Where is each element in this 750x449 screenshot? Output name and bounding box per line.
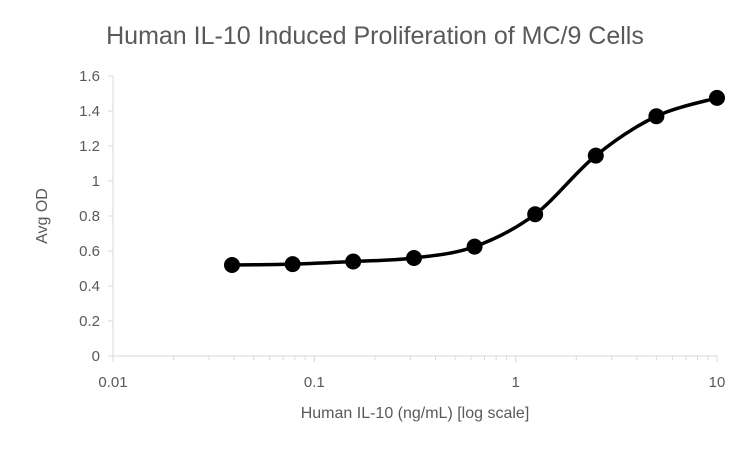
x-axis-label: Human IL-10 (ng/mL) [log scale] <box>301 405 530 422</box>
data-point <box>587 147 604 164</box>
data-point <box>466 238 483 255</box>
data-point <box>284 256 301 273</box>
y-tick-labels: 0 0.2 0.4 0.6 0.8 1 1.2 1.4 1.6 <box>79 68 100 365</box>
y-tick-label: 1.2 <box>79 138 100 155</box>
y-tick-label: 0.6 <box>79 243 100 260</box>
y-tick-label: 1.6 <box>79 68 100 85</box>
x-tick-label: 0.1 <box>304 374 325 391</box>
y-tick-label: 0 <box>92 348 100 365</box>
chart-title: Human IL-10 Induced Proliferation of MC/… <box>106 22 644 50</box>
x-tick-label: 10 <box>709 374 726 391</box>
data-point <box>345 253 362 270</box>
data-points <box>224 89 725 273</box>
y-axis-label: Avg OD <box>34 188 51 244</box>
data-point <box>527 206 544 223</box>
x-tick-label: 1 <box>511 374 519 391</box>
y-tick-label: 0.2 <box>79 313 100 330</box>
data-point <box>224 257 241 273</box>
y-tick-label: 0.4 <box>79 278 100 295</box>
data-point <box>709 89 725 106</box>
data-point <box>405 250 422 266</box>
y-tick-label: 0.8 <box>79 208 100 225</box>
y-tick-label: 1 <box>92 173 100 190</box>
axes <box>108 75 718 362</box>
y-tick-label: 1.4 <box>79 103 100 120</box>
x-tick-labels: 0.01 0.1 1 10 <box>98 374 725 391</box>
x-tick-label: 0.01 <box>98 374 127 391</box>
data-point <box>648 108 665 125</box>
